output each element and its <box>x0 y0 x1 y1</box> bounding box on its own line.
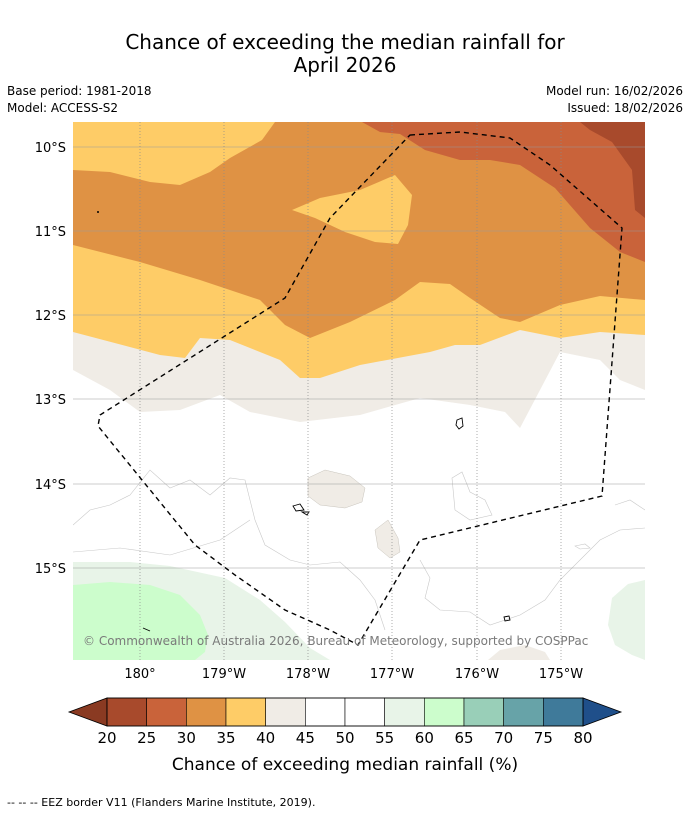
colorbar-tick-label: 70 <box>494 729 513 747</box>
colorbar-segment <box>106 697 147 727</box>
colorbar-tick-label: 25 <box>137 729 156 747</box>
colorbar-segment <box>384 697 425 727</box>
copyright-text: © Commonwealth of Australia 2026, Bureau… <box>83 634 588 648</box>
islands <box>142 417 511 632</box>
colorbar-tick-label: 80 <box>573 729 592 747</box>
patch-45-50-b <box>374 519 401 559</box>
lon-label: 175°W <box>539 667 583 682</box>
colorbar-segment <box>225 697 266 727</box>
band-55-60-se <box>608 580 645 660</box>
colorbar-tick-label: 75 <box>534 729 553 747</box>
meta-left: Base period: 1981-2018 Model: ACCESS-S2 <box>7 83 152 117</box>
band-25-30 <box>362 122 645 262</box>
colorbar-segment <box>186 697 227 727</box>
lat-gridlines <box>73 146 645 569</box>
colorbar-segment <box>424 697 465 727</box>
colorbar-tick-label: 50 <box>335 729 354 747</box>
base-period: Base period: 1981-2018 <box>7 84 152 98</box>
colorbar-ticks: 20 25 30 35 40 45 50 55 60 65 70 75 80 <box>97 729 592 747</box>
colorbar: 20 25 30 35 40 45 50 55 60 65 70 75 80 Chance of exc… <box>67 697 623 775</box>
colorbar-tick-label: 65 <box>454 729 473 747</box>
lon-label: 179°W <box>202 667 246 682</box>
lat-label: 13°S <box>35 393 66 408</box>
title-line-1: Chance of exceeding the median rainfall … <box>125 30 565 54</box>
contour-lines <box>73 469 645 631</box>
lat-label: 12°S <box>35 309 66 324</box>
lon-label: 178°W <box>286 667 330 682</box>
map-title: Chance of exceeding the median rainfall … <box>0 31 690 77</box>
colorbar-tick-label: 40 <box>256 729 275 747</box>
colorbar-tick-label: 20 <box>97 729 116 747</box>
colorbar-segment <box>146 697 187 727</box>
lon-labels: 180° 179°W 178°W 177°W 176°W 175°W <box>124 667 583 682</box>
colorbar-tick-label: 30 <box>177 729 196 747</box>
lat-label: 14°S <box>35 478 66 493</box>
colorbar-under-arrow <box>67 697 108 727</box>
lat-labels: 10°S 11°S 12°S 13°S 14°S 15°S <box>35 141 66 577</box>
colorbar-over-arrow <box>582 697 623 727</box>
band-60-65 <box>73 582 208 660</box>
rainfall-map: © Commonwealth of Australia 2026, Bureau… <box>73 122 645 660</box>
colorbar-tick-label: 55 <box>375 729 394 747</box>
island-dot <box>97 211 99 213</box>
eez-legend: -- -- -- EEZ border V11 (Flanders Marine… <box>7 796 316 809</box>
lon-label: 176°W <box>455 667 499 682</box>
colorbar-segment <box>543 697 584 727</box>
patch-45-50-a <box>307 469 366 509</box>
lon-label: 177°W <box>370 667 414 682</box>
colorbar-segment <box>463 697 504 727</box>
colorbar-segment <box>503 697 544 727</box>
band-35-40-pocket <box>292 175 412 244</box>
lat-label: 11°S <box>35 225 66 240</box>
colorbar-tick-label: 60 <box>415 729 434 747</box>
band-20-25 <box>580 122 645 218</box>
issued-date: Issued: 18/02/2026 <box>567 101 683 115</box>
lon-label: 180° <box>124 667 155 682</box>
colorbar-tick-label: 35 <box>216 729 235 747</box>
eez-border <box>97 131 623 646</box>
band-35-40-north <box>73 122 275 185</box>
model-run: Model run: 16/02/2026 <box>545 84 683 98</box>
colorbar-tick-label: 45 <box>296 729 315 747</box>
colorbar-segment <box>344 697 385 727</box>
patch-45-50-c <box>488 645 550 660</box>
title-line-2: April 2026 <box>293 53 397 77</box>
lat-label: 15°S <box>35 562 66 577</box>
colorbar-label: Chance of exceeding median rainfall (%) <box>172 755 518 775</box>
colorbar-segment <box>265 697 306 727</box>
lat-label: 10°S <box>35 141 66 156</box>
colorbar-segments <box>106 697 584 727</box>
colorbar-segment <box>305 697 346 727</box>
meta-right: Model run: 16/02/2026 Issued: 18/02/2026 <box>546 83 683 117</box>
model-name: Model: ACCESS-S2 <box>7 101 119 115</box>
